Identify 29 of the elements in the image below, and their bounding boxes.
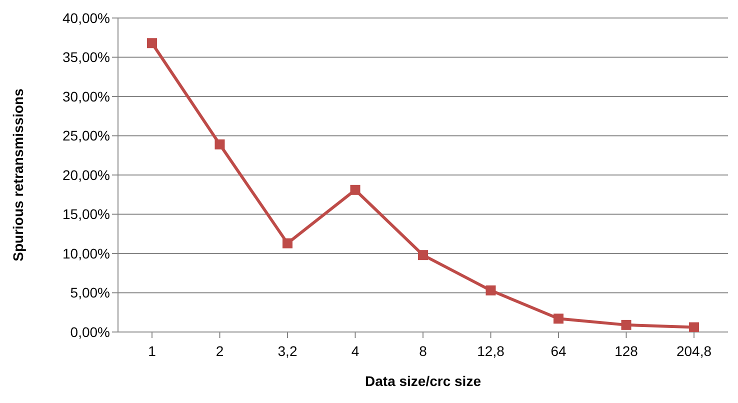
x-tick-label: 3,2	[278, 342, 298, 359]
x-tick-label: 1	[148, 342, 156, 359]
point	[350, 184, 360, 195]
y-tick-label: 0,00%	[70, 324, 110, 340]
x-tick-label: 2	[216, 342, 224, 359]
y-axis-title: Spurious retransmissions	[10, 88, 26, 262]
x-tick-label: 8	[419, 342, 428, 359]
y-tick-label: 20,00%	[62, 166, 110, 183]
point	[147, 38, 157, 48]
x-tick-label: 4	[351, 342, 360, 359]
point	[689, 322, 699, 332]
point	[486, 285, 496, 296]
point	[418, 250, 428, 260]
x-tick-label: 128	[614, 342, 638, 359]
point	[282, 238, 292, 248]
y-tick-label: 10,00%	[62, 245, 110, 262]
y-tick-label: 25,00%	[62, 128, 110, 144]
point	[214, 139, 225, 150]
y-tick-label: 30,00%	[62, 88, 110, 104]
y-tick-label: 35,00%	[62, 49, 110, 66]
y-tick-label: 5,00%	[70, 284, 110, 301]
x-tick-label: 64	[550, 342, 566, 359]
y-tick-label: 40,00%	[62, 10, 110, 26]
x-tick-label: 204,8	[676, 342, 712, 359]
point	[554, 314, 564, 324]
x-tick-label: 12,8	[477, 342, 505, 359]
point	[621, 320, 632, 330]
x-axis-title: Data size/crc size	[365, 373, 482, 389]
y-tick-label: 15,00%	[62, 206, 110, 222]
